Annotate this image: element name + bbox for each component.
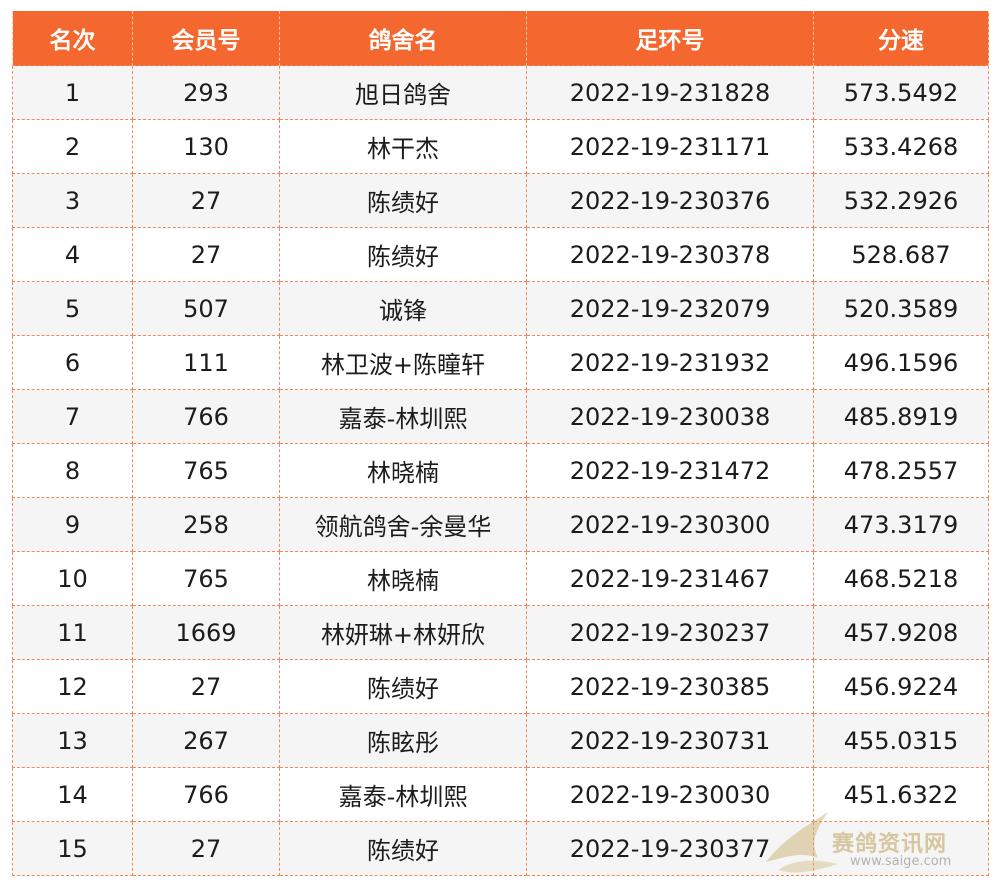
member-no-cell: 27 <box>132 821 280 876</box>
member-no-cell: 267 <box>132 713 280 768</box>
ring-no-cell: 2022-19-231828 <box>526 65 814 120</box>
rank-cell: 15 <box>12 821 133 876</box>
ring-no-cell: 2022-19-232079 <box>526 281 814 336</box>
member-no-cell: 27 <box>132 659 280 714</box>
ring-no-cell: 2022-19-230376 <box>526 173 814 228</box>
member-no-cell: 293 <box>132 65 280 120</box>
rank-cell: 7 <box>12 389 133 444</box>
loft-name-cell: 林晓楠 <box>279 551 527 606</box>
member-no-cell: 258 <box>132 497 280 552</box>
table-row: 5 507 诚锋 2022-19-232079 520.3589 <box>12 281 989 336</box>
speed-cell: 456.9224 <box>813 659 989 714</box>
table-row: 7 766 嘉泰-林圳熙 2022-19-230038 485.8919 <box>12 389 989 444</box>
speed-cell: 573.5492 <box>813 65 989 120</box>
speed-cell: 478.2557 <box>813 443 989 498</box>
rank-cell: 1 <box>12 65 133 120</box>
table-row: 4 27 陈绩好 2022-19-230378 528.687 <box>12 227 989 282</box>
loft-name-cell: 陈绩好 <box>279 659 527 714</box>
rank-cell: 6 <box>12 335 133 390</box>
member-no-cell: 111 <box>132 335 280 390</box>
table-row: 12 27 陈绩好 2022-19-230385 456.9224 <box>12 659 989 714</box>
table-row: 8 765 林晓楠 2022-19-231472 478.2557 <box>12 443 989 498</box>
member-no-cell: 27 <box>132 227 280 282</box>
speed-cell: 496.1596 <box>813 335 989 390</box>
ring-no-cell: 2022-19-230377 <box>526 821 814 876</box>
member-no-cell: 765 <box>132 551 280 606</box>
ring-no-cell: 2022-19-231171 <box>526 119 814 174</box>
header-member-no: 会员号 <box>132 11 280 66</box>
rank-cell: 10 <box>12 551 133 606</box>
rank-cell: 8 <box>12 443 133 498</box>
table-row: 10 765 林晓楠 2022-19-231467 468.5218 <box>12 551 989 606</box>
speed-cell: 468.5218 <box>813 551 989 606</box>
table-row: 6 111 林卫波+陈瞳轩 2022-19-231932 496.1596 <box>12 335 989 390</box>
ring-no-cell: 2022-19-230030 <box>526 767 814 822</box>
speed-cell: 533.4268 <box>813 119 989 174</box>
loft-name-cell: 林干杰 <box>279 119 527 174</box>
loft-name-cell: 林晓楠 <box>279 443 527 498</box>
table-row: 3 27 陈绩好 2022-19-230376 532.2926 <box>12 173 989 228</box>
header-loft-name: 鸽舍名 <box>279 11 527 66</box>
rank-cell: 5 <box>12 281 133 336</box>
table-row: 1 293 旭日鸽舍 2022-19-231828 573.5492 <box>12 65 989 120</box>
header-ring-no: 足环号 <box>526 11 814 66</box>
rank-cell: 2 <box>12 119 133 174</box>
member-no-cell: 130 <box>132 119 280 174</box>
rank-cell: 9 <box>12 497 133 552</box>
rank-cell: 11 <box>12 605 133 660</box>
table-row: 13 267 陈眩彤 2022-19-230731 455.0315 <box>12 713 989 768</box>
rank-cell: 14 <box>12 767 133 822</box>
ring-no-cell: 2022-19-231472 <box>526 443 814 498</box>
member-no-cell: 765 <box>132 443 280 498</box>
member-no-cell: 766 <box>132 389 280 444</box>
table-row: 14 766 嘉泰-林圳熙 2022-19-230030 451.6322 <box>12 767 989 822</box>
loft-name-cell: 领航鸽舍-余曼华 <box>279 497 527 552</box>
rank-cell: 12 <box>12 659 133 714</box>
loft-name-cell: 林卫波+陈瞳轩 <box>279 335 527 390</box>
speed-cell: 528.687 <box>813 227 989 282</box>
table-row: 9 258 领航鸽舍-余曼华 2022-19-230300 473.3179 <box>12 497 989 552</box>
rank-cell: 13 <box>12 713 133 768</box>
table-row: 11 1669 林妍琳+林妍欣 2022-19-230237 457.9208 <box>12 605 989 660</box>
ring-no-cell: 2022-19-230300 <box>526 497 814 552</box>
member-no-cell: 27 <box>132 173 280 228</box>
speed-cell: 520.3589 <box>813 281 989 336</box>
speed-cell: 451.6322 <box>813 767 989 822</box>
speed-cell: 457.9208 <box>813 605 989 660</box>
loft-name-cell: 陈眩彤 <box>279 713 527 768</box>
ring-no-cell: 2022-19-230038 <box>526 389 814 444</box>
loft-name-cell: 林妍琳+林妍欣 <box>279 605 527 660</box>
loft-name-cell: 嘉泰-林圳熙 <box>279 767 527 822</box>
loft-name-cell: 陈绩好 <box>279 227 527 282</box>
ring-no-cell: 2022-19-230731 <box>526 713 814 768</box>
speed-cell: 455.0315 <box>813 713 989 768</box>
loft-name-cell: 陈绩好 <box>279 173 527 228</box>
loft-name-cell: 旭日鸽舍 <box>279 65 527 120</box>
table-row: 15 27 陈绩好 2022-19-230377 <box>12 821 989 876</box>
header-speed: 分速 <box>813 11 989 66</box>
loft-name-cell: 诚锋 <box>279 281 527 336</box>
speed-cell: 532.2926 <box>813 173 989 228</box>
member-no-cell: 507 <box>132 281 280 336</box>
speed-cell <box>813 821 989 876</box>
speed-cell: 473.3179 <box>813 497 989 552</box>
member-no-cell: 766 <box>132 767 280 822</box>
header-rank: 名次 <box>12 11 133 66</box>
results-table: 名次 会员号 鸽舍名 足环号 分速 1 293 旭日鸽舍 2022-19-231828… <box>12 11 989 876</box>
ring-no-cell: 2022-19-230378 <box>526 227 814 282</box>
member-no-cell: 1669 <box>132 605 280 660</box>
loft-name-cell: 陈绩好 <box>279 821 527 876</box>
rank-cell: 4 <box>12 227 133 282</box>
ring-no-cell: 2022-19-230385 <box>526 659 814 714</box>
ring-no-cell: 2022-19-231932 <box>526 335 814 390</box>
header-row: 名次 会员号 鸽舍名 足环号 分速 <box>12 11 989 66</box>
rank-cell: 3 <box>12 173 133 228</box>
table-row: 2 130 林干杰 2022-19-231171 533.4268 <box>12 119 989 174</box>
ring-no-cell: 2022-19-231467 <box>526 551 814 606</box>
ring-no-cell: 2022-19-230237 <box>526 605 814 660</box>
speed-cell: 485.8919 <box>813 389 989 444</box>
loft-name-cell: 嘉泰-林圳熙 <box>279 389 527 444</box>
